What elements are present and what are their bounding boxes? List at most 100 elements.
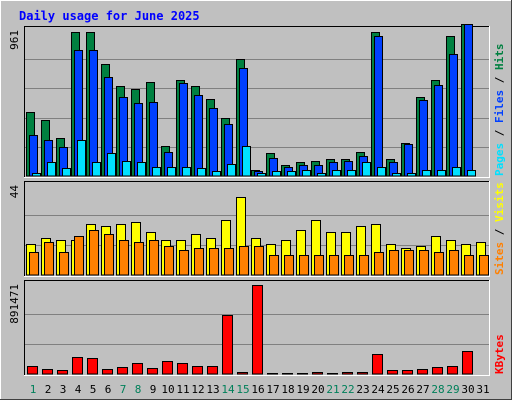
kbytes-bar [357,372,368,375]
pages-bar [467,170,476,177]
x-axis-labels: 1 2 3 4 5 6 7 8 9 10 11 12 13 14 15 16 17 18 19 20 21 22 23 24 2… [30,383,490,396]
sites-bar [44,242,54,276]
sites-bar [434,252,444,276]
x-tick-label: 14 [221,383,235,396]
sites-bar [209,248,219,276]
x-tick-label: 31 [476,383,489,396]
sites-bar [314,255,324,276]
files-bar [194,95,203,177]
files-bar [179,83,188,177]
sites-bar [389,250,399,276]
sites-bar [419,250,429,276]
legend-entry-pages: Pages [493,143,506,176]
files-bar [149,102,158,177]
panel-hits-files-pages: 961 Pages / Files / Hits [8,24,506,178]
kbytes-bar [402,370,413,375]
x-tick-label: 8 [135,383,142,396]
x-tick-label: 5 [90,383,97,396]
files-bar [29,135,38,177]
pages-bar [437,170,446,177]
legend-visits-sites: Sites / Visits [493,182,506,275]
kbytes-bar [387,370,398,375]
files-bar [209,108,218,177]
x-tick-label: 12 [191,383,204,396]
legend-separator: / [493,222,506,242]
pages-bar [452,167,461,177]
legend-separator: / [493,70,506,90]
sites-bar [284,255,294,276]
sites-bar [239,246,249,276]
sites-bar [224,248,234,276]
x-tick-label: 28 [431,383,444,396]
kbytes-bar [327,373,338,375]
legend-hits-files-pages: Pages / Files / Hits [493,44,506,177]
kbytes-bar [177,363,188,375]
kbytes-bar [72,357,83,375]
x-tick-label: 11 [176,383,189,396]
files-bar [434,85,443,177]
pages-bar [272,171,281,177]
kbytes-bar [297,373,308,375]
sites-bar [299,255,309,276]
pages-bar [392,173,401,177]
chart-title: Daily usage for June 2025 [19,9,200,23]
kbytes-bar [417,369,428,375]
files-bar [449,54,458,177]
kbytes-bar [117,367,128,375]
pages-bar [197,168,206,177]
x-tick-label: 1 [30,383,37,396]
x-tick-label: 7 [120,383,127,396]
sites-bar [104,234,114,276]
kbytes-bar [462,351,473,375]
y-axis-max-label: 891471 [8,284,21,324]
pages-bar [317,173,326,177]
legend-kbytes: KBytes [493,334,506,374]
sites-bar [194,248,204,276]
kbytes-bar [282,373,293,375]
pages-bar [137,162,146,177]
sites-bar [164,246,174,276]
pages-bar [182,167,191,177]
pages-bar [422,170,431,177]
legend-entry-hits: Hits [493,44,506,71]
sites-bar [119,240,129,276]
x-tick-label: 18 [281,383,294,396]
files-bar [404,144,413,177]
pages-bar [77,140,86,177]
sites-bar [359,255,369,276]
x-tick-label: 17 [266,383,279,396]
pages-bar [407,173,416,177]
pages-bar [62,168,71,177]
x-tick-label: 23 [356,383,369,396]
pages-bar [377,167,386,177]
pages-bar [212,171,221,177]
kbytes-bar [42,369,53,375]
files-bar [464,24,473,177]
pages-bar [287,171,296,177]
pages-bar [332,170,341,177]
sites-bar [89,230,99,276]
x-tick-label: 30 [461,383,474,396]
kbytes-bar [252,285,263,375]
sites-bar [59,252,69,276]
legend-entry-files: Files [493,90,506,123]
files-bar [419,100,428,177]
sites-bar [134,242,144,276]
pages-bar [347,170,356,177]
pages-bar [227,164,236,177]
x-tick-label: 29 [446,383,459,396]
pages-bar [257,173,266,177]
x-tick-label: 25 [386,383,399,396]
x-tick-label: 2 [45,383,52,396]
pages-bar [92,162,101,177]
kbytes-bar [237,372,248,375]
sites-bar [254,246,264,276]
kbytes-bar [162,361,173,375]
kbytes-bar [192,366,203,375]
x-tick-label: 4 [75,383,82,396]
x-tick-label: 13 [206,383,219,396]
sites-bar [374,252,384,276]
kbytes-bar [342,372,353,375]
kbytes-bar [147,368,158,375]
